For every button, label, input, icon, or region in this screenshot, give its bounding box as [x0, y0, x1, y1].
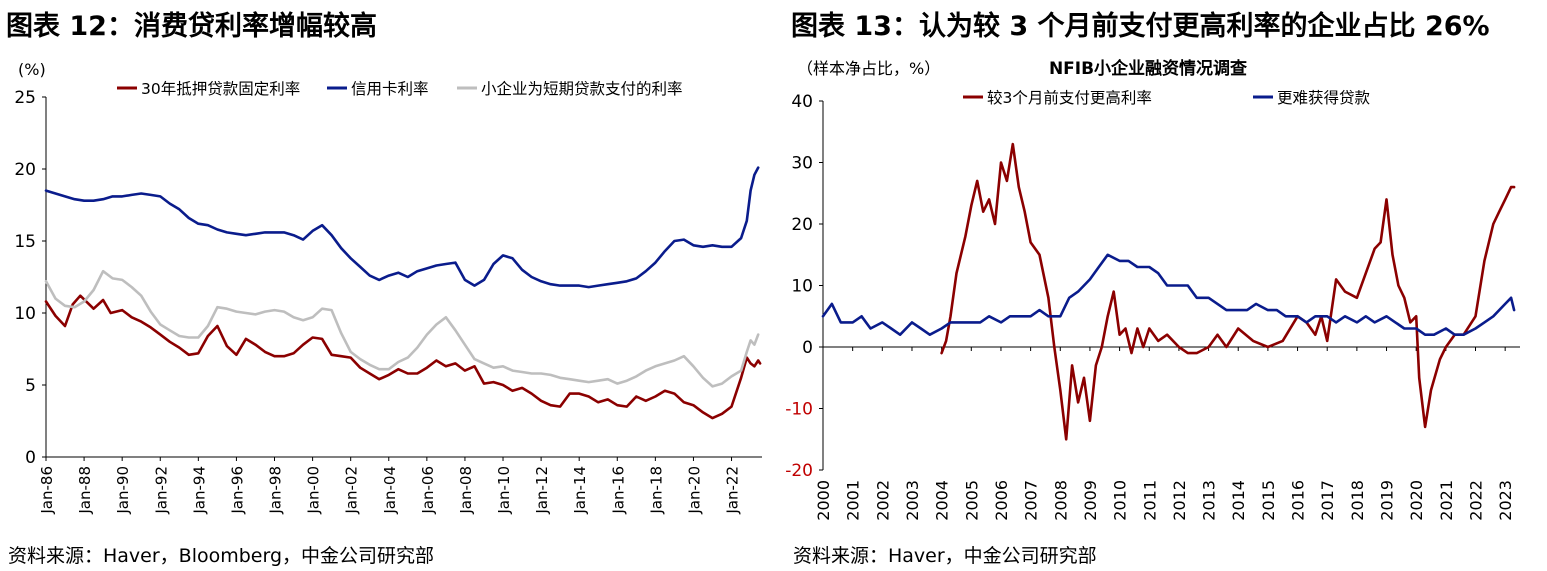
y-tick-label: 0	[802, 338, 813, 358]
figure-13-chart: -20 -10 0 10 20 30 40 2000 2001 2002 2003 2004 2005 2…	[785, 58, 1520, 521]
figure-source: 资料来源：Haver，中金公司研究部	[793, 545, 1097, 567]
legend-label: 更难获得贷款	[1277, 89, 1371, 107]
x-tick-label: Jan-18	[647, 466, 665, 515]
y-tick-label: 25	[14, 88, 36, 108]
figure-title: 图表 13：认为较 3 个月前支付更高利率的企业占比 26%	[791, 11, 1490, 42]
x-tick-label: Jan-96	[228, 466, 246, 515]
figure-13-panel: 图表 13：认为较 3 个月前支付更高利率的企业占比 26% -20 -10 0 10…	[785, 0, 1547, 571]
y-tick-label: 5	[25, 376, 36, 396]
x-tick-label: 2010	[1111, 480, 1130, 521]
x-tick-label: 2020	[1407, 480, 1426, 521]
y-axis-label: （样本净占比，%）	[797, 59, 940, 78]
legend-label: 信用卡利率	[351, 80, 429, 98]
y-tick-label: 10	[14, 304, 36, 324]
x-tick-label: Jan-20	[685, 466, 703, 515]
x-tick-label: Jan-16	[609, 466, 627, 515]
x-tick-label: 2000	[814, 480, 833, 521]
figure-12-panel: 图表 12：消费贷利率增幅较高 0 5 10 15 20 25 Jan-86 Jan-88 Ja…	[0, 0, 770, 571]
y-tick-label: 10	[791, 277, 813, 297]
x-tick-label: 2022	[1467, 480, 1486, 521]
series-line-1	[940, 142, 1516, 441]
y-tick-label: 40	[791, 92, 813, 112]
x-tick-label: Jan-08	[457, 466, 475, 515]
x-tick-label: 2012	[1170, 480, 1189, 521]
x-tick-label: 2005	[962, 480, 981, 521]
x-tick-label: Jan-94	[190, 466, 208, 515]
x-tick-label: 2014	[1229, 480, 1248, 521]
x-tick-label: 2003	[903, 480, 922, 521]
series-line-3	[44, 269, 760, 388]
x-tick-label: 2001	[844, 480, 863, 521]
x-tick-label: Jan-00	[305, 466, 323, 515]
x-tick-label: 2008	[1051, 480, 1070, 521]
y-tick-label: -20	[785, 461, 813, 481]
x-tick-label: Jan-86	[38, 466, 56, 515]
y-axis-label: (%)	[18, 60, 46, 79]
x-tick-label: 2009	[1081, 480, 1100, 521]
x-tick-label: Jan-10	[495, 466, 513, 515]
x-tick-label: 2007	[1022, 480, 1041, 521]
y-tick-label: 20	[14, 160, 36, 180]
x-tick-label: Jan-12	[533, 466, 551, 515]
chart-title: NFIB小企业融资情况调查	[1049, 58, 1248, 79]
x-tick-label: 2017	[1318, 480, 1337, 521]
x-tick-label: Jan-06	[419, 466, 437, 515]
x-tick-label: Jan-90	[114, 466, 132, 515]
x-tick-label: 2018	[1348, 480, 1367, 521]
x-tick-label: 2013	[1200, 480, 1219, 521]
x-tick-label: 2004	[933, 480, 952, 521]
y-tick-label: 30	[791, 154, 813, 174]
y-tick-label: 0	[25, 448, 36, 468]
figure-12-chart: 0 5 10 15 20 25 Jan-86 Jan-88 Jan-90 Jan-92 Jan-94…	[14, 60, 762, 515]
legend-label: 小企业为短期贷款支付的利率	[481, 80, 683, 98]
x-tick-label: Jan-02	[343, 466, 361, 515]
x-tick-label: Jan-98	[267, 466, 285, 515]
x-tick-label: Jan-92	[152, 466, 170, 515]
x-tick-label: Jan-88	[76, 466, 94, 515]
x-tick-label: Jan-04	[381, 466, 399, 515]
y-tick-label: 15	[14, 232, 36, 252]
x-tick-label: 2021	[1437, 480, 1456, 521]
x-tick-label: Jan-14	[571, 466, 589, 515]
x-tick-label: 2019	[1378, 480, 1397, 521]
y-tick-label: -10	[785, 400, 813, 420]
x-tick-label: Jan-22	[724, 466, 742, 515]
series-line-2	[44, 166, 760, 289]
x-tick-label: 2011	[1140, 480, 1159, 521]
y-tick-label: 20	[791, 215, 813, 235]
legend-label: 较3个月前支付更高利率	[987, 89, 1152, 107]
x-tick-label: 2023	[1496, 480, 1515, 521]
x-tick-label: 2002	[873, 480, 892, 521]
figure-title: 图表 12：消费贷利率增幅较高	[6, 11, 377, 42]
x-tick-label: 2015	[1259, 480, 1278, 521]
series-line-2	[821, 253, 1516, 337]
x-tick-label: 2006	[992, 480, 1011, 521]
x-tick-label: 2016	[1289, 480, 1308, 521]
legend-label: 30年抵押贷款固定利率	[141, 80, 300, 98]
figure-source: 资料来源：Haver，Bloomberg，中金公司研究部	[8, 545, 435, 567]
series-line-1	[44, 294, 762, 420]
